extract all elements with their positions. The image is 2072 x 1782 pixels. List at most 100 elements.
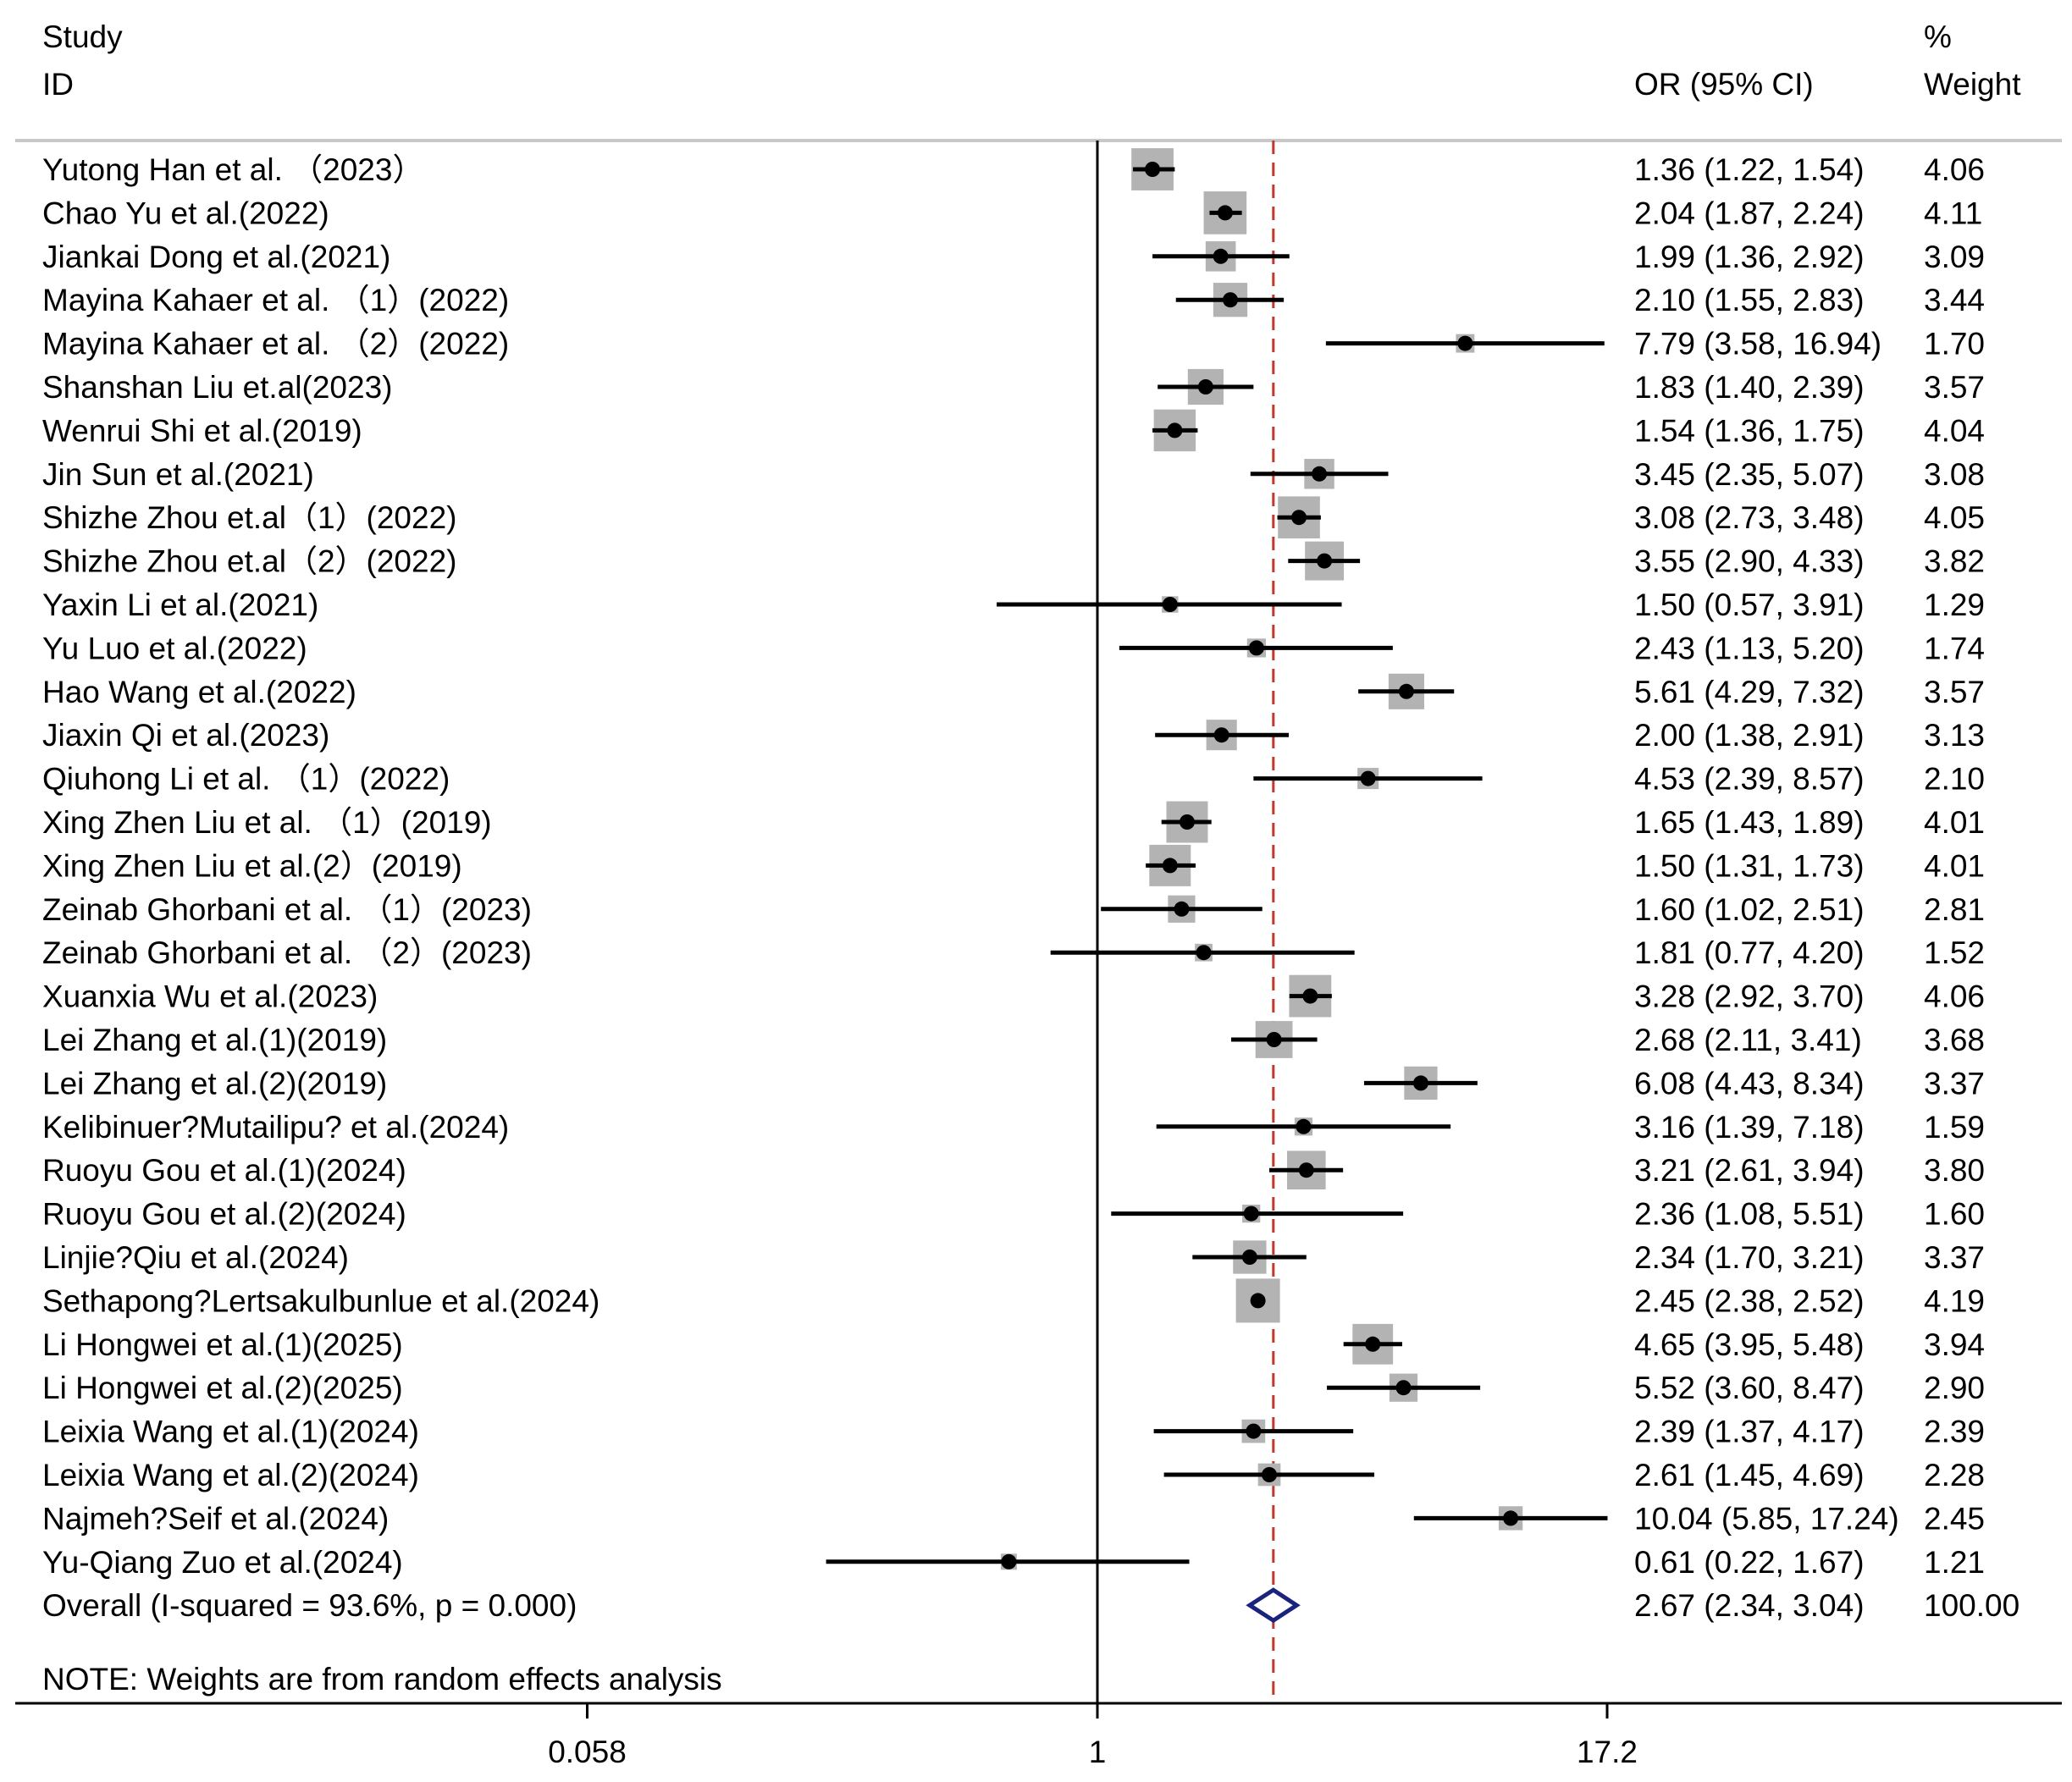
study-label: Yaxin Li et al.(2021) — [42, 588, 318, 622]
study-or-ci: 3.28 (2.92, 3.70) — [1634, 979, 1865, 1014]
study-weight: 1.70 — [1924, 327, 1985, 361]
study-or-ci: 4.65 (3.95, 5.48) — [1634, 1327, 1865, 1362]
study-point — [1266, 1032, 1282, 1047]
study-point — [1250, 1293, 1266, 1309]
study-label: Leixia Wang et al.(2)(2024) — [42, 1458, 419, 1492]
study-or-ci: 5.52 (3.60, 8.47) — [1634, 1371, 1865, 1405]
study-label: Wenrui Shi et al.(2019) — [42, 413, 362, 448]
study-point — [1167, 422, 1183, 439]
study-point — [1412, 1075, 1428, 1091]
study-or-ci: 2.68 (2.11, 3.41) — [1634, 1023, 1862, 1057]
header-effect: OR (95% CI) — [1634, 67, 1814, 102]
study-point — [1360, 770, 1376, 786]
study-point — [1145, 162, 1161, 177]
study-weight: 3.44 — [1924, 283, 1985, 317]
study-or-ci: 1.60 (1.02, 2.51) — [1634, 892, 1865, 927]
overall-label: Overall (I-squared = 93.6%, p = 0.000) — [42, 1588, 577, 1623]
study-label: Shanshan Liu et.al(2023) — [42, 370, 392, 405]
header-study: Study — [42, 19, 123, 54]
study-weight: 3.37 — [1924, 1066, 1985, 1101]
study-point — [1179, 814, 1195, 830]
study-label: Yu-Qiang Zuo et al.(2024) — [42, 1545, 403, 1580]
study-label: Qiuhong Li et al. （1）(2022) — [42, 762, 450, 797]
study-point — [1001, 1553, 1017, 1570]
study-weight: 2.90 — [1924, 1371, 1985, 1405]
header-id: ID — [42, 67, 74, 102]
study-weight: 1.29 — [1924, 588, 1985, 622]
study-point — [1317, 553, 1333, 569]
study-or-ci: 2.00 (1.38, 2.91) — [1634, 718, 1865, 753]
study-or-ci: 2.10 (1.55, 2.83) — [1634, 283, 1865, 317]
study-weight: 4.06 — [1924, 152, 1985, 187]
overall-diamond — [1246, 1587, 1301, 1624]
study-point — [1243, 1205, 1259, 1222]
study-point — [1222, 292, 1238, 308]
study-label: Jiankai Dong et al.(2021) — [42, 240, 390, 274]
study-or-ci: 1.50 (0.57, 3.91) — [1634, 588, 1865, 622]
study-point — [1503, 1510, 1519, 1526]
study-label: Ruoyu Gou et al.(1)(2024) — [42, 1153, 406, 1188]
study-or-ci: 7.79 (3.58, 16.94) — [1634, 327, 1881, 361]
study-weight: 3.08 — [1924, 457, 1985, 492]
study-point — [1365, 1336, 1381, 1352]
study-label: Kelibinuer?Mutailipu? et al.(2024) — [42, 1110, 509, 1145]
study-point — [1196, 945, 1212, 961]
study-point — [1217, 205, 1233, 221]
study-weight: 2.81 — [1924, 892, 1985, 927]
study-point — [1398, 683, 1414, 699]
study-label: Jin Sun et al.(2021) — [42, 457, 314, 492]
study-weight: 3.13 — [1924, 718, 1985, 753]
study-or-ci: 1.50 (1.31, 1.73) — [1634, 848, 1865, 883]
study-point — [1241, 1250, 1257, 1265]
study-weight: 3.57 — [1924, 370, 1985, 405]
header-weight: Weight — [1924, 67, 2021, 102]
study-weight: 1.59 — [1924, 1110, 1985, 1145]
study-weight: 4.11 — [1924, 196, 1982, 230]
study-label: Zeinab Ghorbani et al. （1）(2023) — [42, 892, 532, 927]
study-weight: 4.01 — [1924, 805, 1985, 840]
study-or-ci: 6.08 (4.43, 8.34) — [1634, 1066, 1865, 1101]
study-weight: 3.57 — [1924, 675, 1985, 709]
study-weight: 3.94 — [1924, 1327, 1985, 1362]
study-label: Chao Yu et al.(2022) — [42, 196, 329, 230]
x-tick-label: 0.058 — [548, 1735, 627, 1769]
study-weight: 1.60 — [1924, 1197, 1985, 1232]
study-point — [1213, 248, 1229, 264]
study-or-ci: 2.45 (2.38, 2.52) — [1634, 1283, 1865, 1318]
study-point — [1162, 597, 1178, 612]
study-weight: 4.04 — [1924, 413, 1985, 448]
study-or-ci: 3.08 (2.73, 3.48) — [1634, 500, 1865, 535]
study-point — [1246, 1423, 1262, 1439]
study-label: Lei Zhang et al.(1)(2019) — [42, 1023, 387, 1057]
study-point — [1213, 727, 1229, 743]
header-percent: % — [1924, 19, 1952, 54]
overall-weight: 100.00 — [1924, 1588, 2020, 1623]
footnote: NOTE: Weights are from random effects an… — [42, 1662, 722, 1696]
study-or-ci: 2.36 (1.08, 5.51) — [1634, 1197, 1865, 1232]
study-point — [1162, 858, 1178, 874]
study-point — [1312, 466, 1328, 482]
study-label: Xing Zhen Liu et al. （1）(2019) — [42, 805, 492, 840]
study-weight: 1.52 — [1924, 935, 1985, 970]
study-label: Yu Luo et al.(2022) — [42, 631, 307, 665]
x-tick-label: 17.2 — [1577, 1735, 1638, 1769]
study-label: Linjie?Qiu et al.(2024) — [42, 1240, 349, 1275]
study-label: Shizhe Zhou et.al（1）(2022) — [42, 500, 457, 535]
study-label: Li Hongwei et al.(1)(2025) — [42, 1327, 403, 1362]
study-weight: 3.82 — [1924, 544, 1985, 579]
study-weight: 3.37 — [1924, 1240, 1985, 1275]
study-weight: 3.80 — [1924, 1153, 1985, 1188]
study-label: Zeinab Ghorbani et al. （2）(2023) — [42, 935, 532, 970]
study-or-ci: 5.61 (4.29, 7.32) — [1634, 675, 1865, 709]
study-weight: 2.45 — [1924, 1501, 1985, 1536]
study-label: Hao Wang et al.(2022) — [42, 675, 356, 709]
study-weight: 2.28 — [1924, 1458, 1985, 1492]
study-point — [1302, 988, 1318, 1004]
study-point — [1197, 379, 1213, 394]
study-or-ci: 2.43 (1.13, 5.20) — [1634, 631, 1865, 665]
study-or-ci: 1.81 (0.77, 4.20) — [1634, 935, 1865, 970]
study-label: Sethapong?Lertsakulbunlue et al.(2024) — [42, 1283, 599, 1318]
study-or-ci: 2.39 (1.37, 4.17) — [1634, 1415, 1865, 1449]
study-or-ci: 1.99 (1.36, 2.92) — [1634, 240, 1865, 274]
